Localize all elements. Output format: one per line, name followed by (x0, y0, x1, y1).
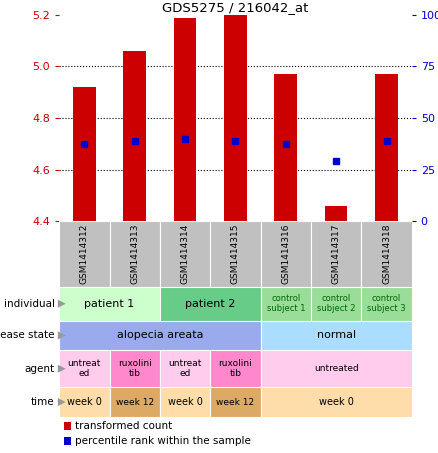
Text: transformed count: transformed count (75, 421, 172, 431)
Bar (210, 387, 261, 417)
Text: patient 2: patient 2 (185, 299, 236, 309)
Title: GDS5275 / 216042_at: GDS5275 / 216042_at (162, 1, 309, 14)
Text: control
subject 1: control subject 1 (267, 294, 305, 313)
Text: disease state: disease state (0, 330, 55, 341)
Bar (59, 321, 261, 350)
Text: GSM1414312: GSM1414312 (80, 224, 89, 284)
Bar (361, 287, 412, 321)
Bar (361, 221, 412, 287)
Bar (224, 15, 247, 221)
Bar (124, 51, 146, 221)
Text: ruxolini
tib: ruxolini tib (219, 359, 252, 378)
Text: alopecia areata: alopecia areata (117, 330, 203, 341)
Text: GSM1414314: GSM1414314 (180, 224, 190, 284)
Bar (59, 387, 110, 417)
Text: untreat
ed: untreat ed (67, 359, 101, 378)
Text: GSM1414317: GSM1414317 (332, 224, 341, 284)
Text: week 0: week 0 (168, 397, 202, 407)
Bar (59, 221, 110, 287)
Text: untreat
ed: untreat ed (168, 359, 202, 378)
Bar (311, 221, 361, 287)
Bar (59, 350, 110, 387)
Text: control
subject 2: control subject 2 (317, 294, 355, 313)
Text: percentile rank within the sample: percentile rank within the sample (75, 436, 251, 446)
Bar (110, 221, 160, 287)
Text: GSM1414316: GSM1414316 (281, 224, 290, 284)
Text: agent: agent (25, 364, 55, 374)
Bar (325, 206, 347, 221)
Bar (174, 18, 196, 221)
Text: GSM1414315: GSM1414315 (231, 224, 240, 284)
Bar (375, 74, 398, 221)
Text: GSM1414313: GSM1414313 (130, 224, 139, 284)
Bar (261, 387, 412, 417)
Bar (110, 387, 160, 417)
Bar (210, 350, 261, 387)
Bar (160, 287, 261, 321)
Bar (261, 350, 412, 387)
Bar (261, 221, 311, 287)
Bar (160, 387, 210, 417)
Text: week 12: week 12 (116, 398, 154, 406)
Bar (59, 287, 160, 321)
Bar (110, 350, 160, 387)
Bar (275, 74, 297, 221)
Text: untreated: untreated (314, 364, 359, 373)
Bar (160, 350, 210, 387)
Text: individual: individual (4, 299, 55, 309)
Bar (160, 221, 210, 287)
Bar (261, 321, 412, 350)
Text: ruxolini
tib: ruxolini tib (118, 359, 152, 378)
Bar (261, 287, 311, 321)
Text: week 12: week 12 (216, 398, 254, 406)
Text: patient 1: patient 1 (85, 299, 134, 309)
Text: week 0: week 0 (319, 397, 353, 407)
Text: GSM1414318: GSM1414318 (382, 224, 391, 284)
Bar (311, 287, 361, 321)
Text: time: time (31, 397, 55, 407)
Text: normal: normal (317, 330, 356, 341)
Text: control
subject 3: control subject 3 (367, 294, 406, 313)
Bar (210, 221, 261, 287)
Text: week 0: week 0 (67, 397, 102, 407)
Bar (73, 87, 95, 221)
